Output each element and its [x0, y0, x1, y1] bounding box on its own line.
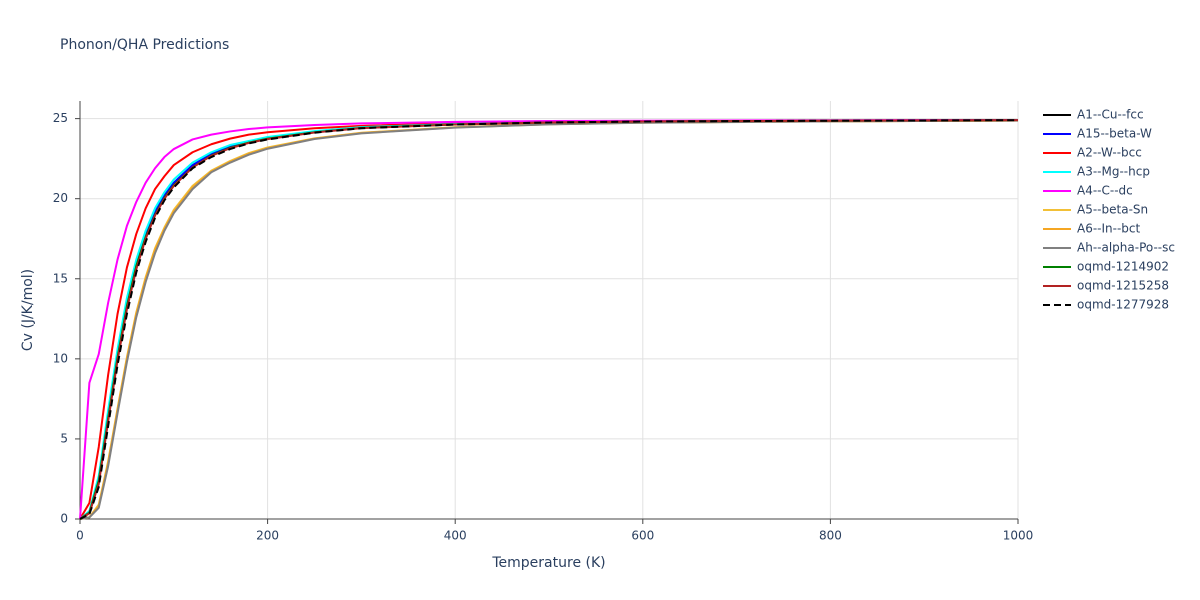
legend-label: A1--Cu--fcc [1077, 108, 1144, 122]
chart-title: Phonon/QHA Predictions [60, 37, 229, 53]
x-axis-title: Temperature (K) [491, 555, 605, 571]
series-line [79, 119, 1019, 520]
series-line [79, 119, 1019, 520]
series-line [79, 119, 1019, 520]
legend-label: A5--beta-Sn [1077, 203, 1148, 217]
legend-label: oqmd-1214902 [1077, 260, 1169, 274]
series-line [79, 119, 1019, 520]
x-tick-label: 1000 [1003, 529, 1034, 543]
y-tick-label: 25 [53, 111, 68, 125]
series-line [79, 119, 1019, 520]
legend-label: A4--C--dc [1077, 184, 1133, 198]
series-line [79, 119, 1019, 520]
y-tick-label: 10 [53, 351, 68, 365]
x-tick-label: 800 [819, 529, 842, 543]
legend-label: A2--W--bcc [1077, 146, 1142, 160]
series-line [79, 119, 1019, 520]
legend-label: Ah--alpha-Po--sc [1077, 241, 1175, 255]
y-tick-label: 5 [60, 431, 68, 445]
series-line [79, 119, 1019, 520]
x-tick-label: 600 [631, 529, 654, 543]
legend-label: oqmd-1277928 [1077, 298, 1169, 312]
y-tick-label: 20 [53, 191, 68, 205]
legend-label: A15--beta-W [1077, 127, 1152, 141]
series-line [79, 119, 1019, 520]
x-tick-label: 400 [444, 529, 467, 543]
series-line [79, 119, 1019, 520]
legend-label: oqmd-1215258 [1077, 279, 1169, 293]
legend-label: A3--Mg--hcp [1077, 165, 1150, 179]
x-tick-label: 200 [256, 529, 279, 543]
y-tick-label: 15 [53, 271, 68, 285]
series-line [79, 119, 1019, 520]
y-tick-label: 0 [60, 512, 68, 526]
legend-label: A6--In--bct [1077, 222, 1141, 236]
y-axis-title: Cv (J/K/mol) [20, 269, 36, 351]
x-tick-label: 0 [76, 529, 84, 543]
